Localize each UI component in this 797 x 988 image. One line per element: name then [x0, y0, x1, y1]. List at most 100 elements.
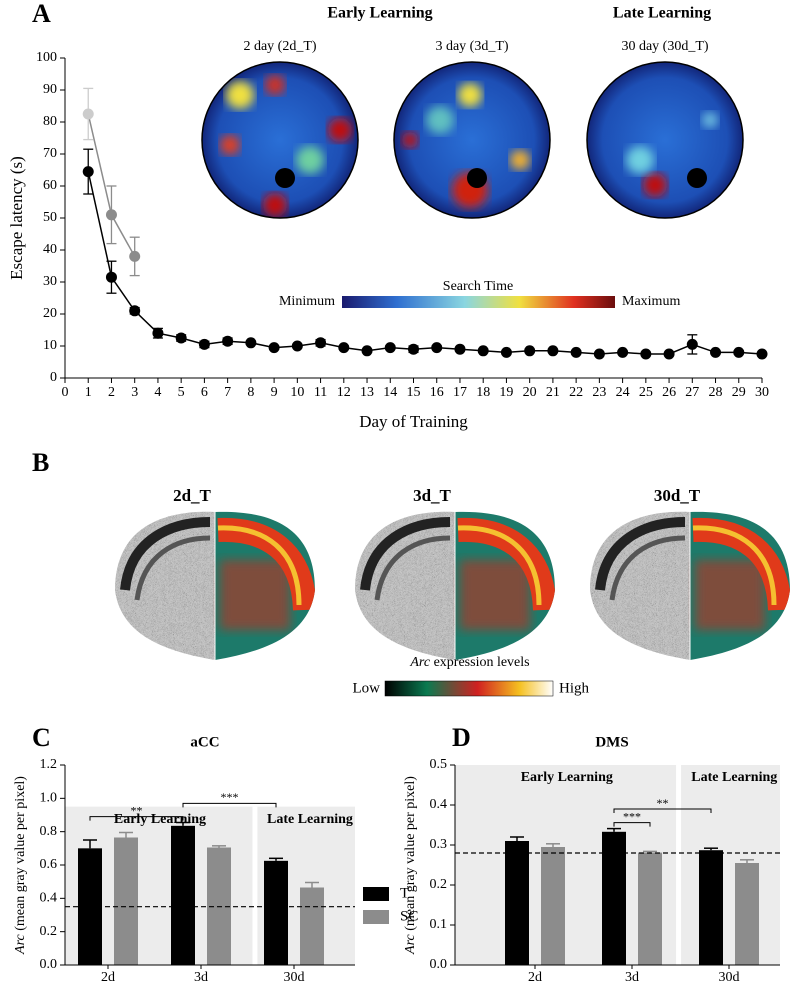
x-tick-label: 27: [685, 385, 699, 400]
x-tick-label: 3d: [625, 970, 639, 985]
y-tick-label: 0.8: [40, 824, 58, 839]
x-tick-label: 29: [732, 385, 746, 400]
brain-right-cortex: [217, 525, 302, 606]
bar: [114, 837, 138, 965]
x-tick-label: 30d: [719, 970, 740, 985]
y-tick-label: 0: [50, 370, 57, 385]
x-tick-label: 20: [523, 385, 537, 400]
error-bar: [269, 857, 283, 861]
error-bar: [83, 839, 97, 849]
x-tick-label: 22: [569, 385, 583, 400]
point: [756, 348, 768, 360]
point: [152, 327, 164, 339]
error-bar: [510, 836, 524, 841]
y-tick-label: 90: [43, 82, 57, 97]
error-bar: [704, 847, 718, 851]
y-tick-label: 60: [43, 178, 57, 193]
y-tick-label: 50: [43, 210, 57, 225]
x-tick-label: 12: [337, 385, 351, 400]
group-label: Early Learning: [521, 770, 613, 785]
x-tick-label: 30: [755, 385, 769, 400]
point: [105, 209, 117, 221]
brain-left-cortex: [360, 517, 451, 591]
x-tick-label: 14: [383, 385, 397, 400]
x-tick-label: 23: [592, 385, 606, 400]
x-tick-label: 2d: [101, 970, 115, 985]
x-tick-label: 9: [271, 385, 278, 400]
y-tick-label: 0.2: [40, 924, 58, 939]
point: [663, 348, 675, 360]
y-tick-label: 0.3: [430, 837, 448, 852]
point: [268, 342, 280, 354]
separator: [252, 806, 258, 965]
heatmap: [394, 62, 550, 218]
y-tick-label: 20: [43, 306, 57, 321]
separator: [676, 765, 682, 965]
chart-title: DMS: [595, 734, 628, 750]
x-tick-label: 0: [62, 385, 69, 400]
x-tick-label: 26: [662, 385, 676, 400]
x-tick-label: 24: [616, 385, 630, 400]
error-bar: [607, 827, 621, 832]
colorbar-title-italic: Arc: [409, 655, 430, 670]
point: [640, 348, 652, 360]
y-axis-label: Arc (mean gray value per pixel): [403, 776, 418, 955]
point: [454, 343, 466, 355]
bar: [300, 887, 324, 965]
group-label: Late Learning: [691, 770, 777, 785]
x-tick-label: 1: [85, 385, 92, 400]
heatmap-blob: [263, 193, 287, 217]
point: [593, 348, 605, 360]
colorbar-title: Search Time: [443, 279, 513, 294]
heatmap-blob: [402, 132, 418, 148]
brain-left-cortex: [120, 517, 211, 591]
y-tick-label: 0.0: [430, 957, 448, 972]
significance-bracket: [613, 822, 651, 827]
y-tick-label: 40: [43, 242, 57, 257]
point: [105, 271, 117, 283]
heatmap-title: 3 day (3d_T): [435, 39, 508, 54]
legend-swatch: [363, 910, 389, 924]
heatmap-bg: [587, 62, 743, 218]
error-bar: [740, 859, 754, 863]
colorbar-max: High: [559, 680, 590, 696]
bar: [638, 852, 662, 965]
x-tick-label: 13: [360, 385, 374, 400]
significance-label: ***: [623, 809, 641, 823]
y-axis-label-italic: Arc: [403, 933, 418, 954]
point: [431, 342, 443, 354]
group-label: Late Learning: [267, 812, 353, 827]
x-tick-label: 2d: [528, 970, 542, 985]
x-tick-label: 17: [453, 385, 467, 400]
brain-section: [590, 511, 790, 660]
heatmap-blob: [328, 118, 352, 142]
x-tick-label: 11: [314, 385, 327, 400]
point: [547, 345, 559, 357]
brain-section: [115, 511, 315, 660]
platform: [687, 168, 707, 188]
heatmap-blob: [643, 173, 667, 197]
heatmap-title: 30 day (30d_T): [621, 39, 708, 54]
error-bar: [546, 843, 560, 847]
brain-section: [355, 511, 555, 660]
heatmap-border: [393, 61, 551, 219]
significance-label: ***: [221, 790, 239, 804]
x-tick-label: 15: [407, 385, 421, 400]
bar: [541, 847, 565, 965]
point: [617, 346, 629, 358]
point: [175, 332, 187, 344]
x-tick-label: 4: [154, 385, 161, 400]
point: [198, 338, 210, 350]
point: [570, 346, 582, 358]
y-tick-label: 10: [43, 338, 57, 353]
error-bar: [643, 850, 657, 853]
brain-left-cortex: [609, 535, 686, 601]
point: [82, 108, 94, 120]
point: [129, 250, 141, 262]
panel-letter: D: [452, 723, 471, 752]
heatmap-blob: [702, 112, 718, 128]
brain-right-striatum: [460, 560, 530, 630]
brain-right-cortex: [692, 525, 777, 606]
legend-label: SC: [400, 908, 418, 924]
